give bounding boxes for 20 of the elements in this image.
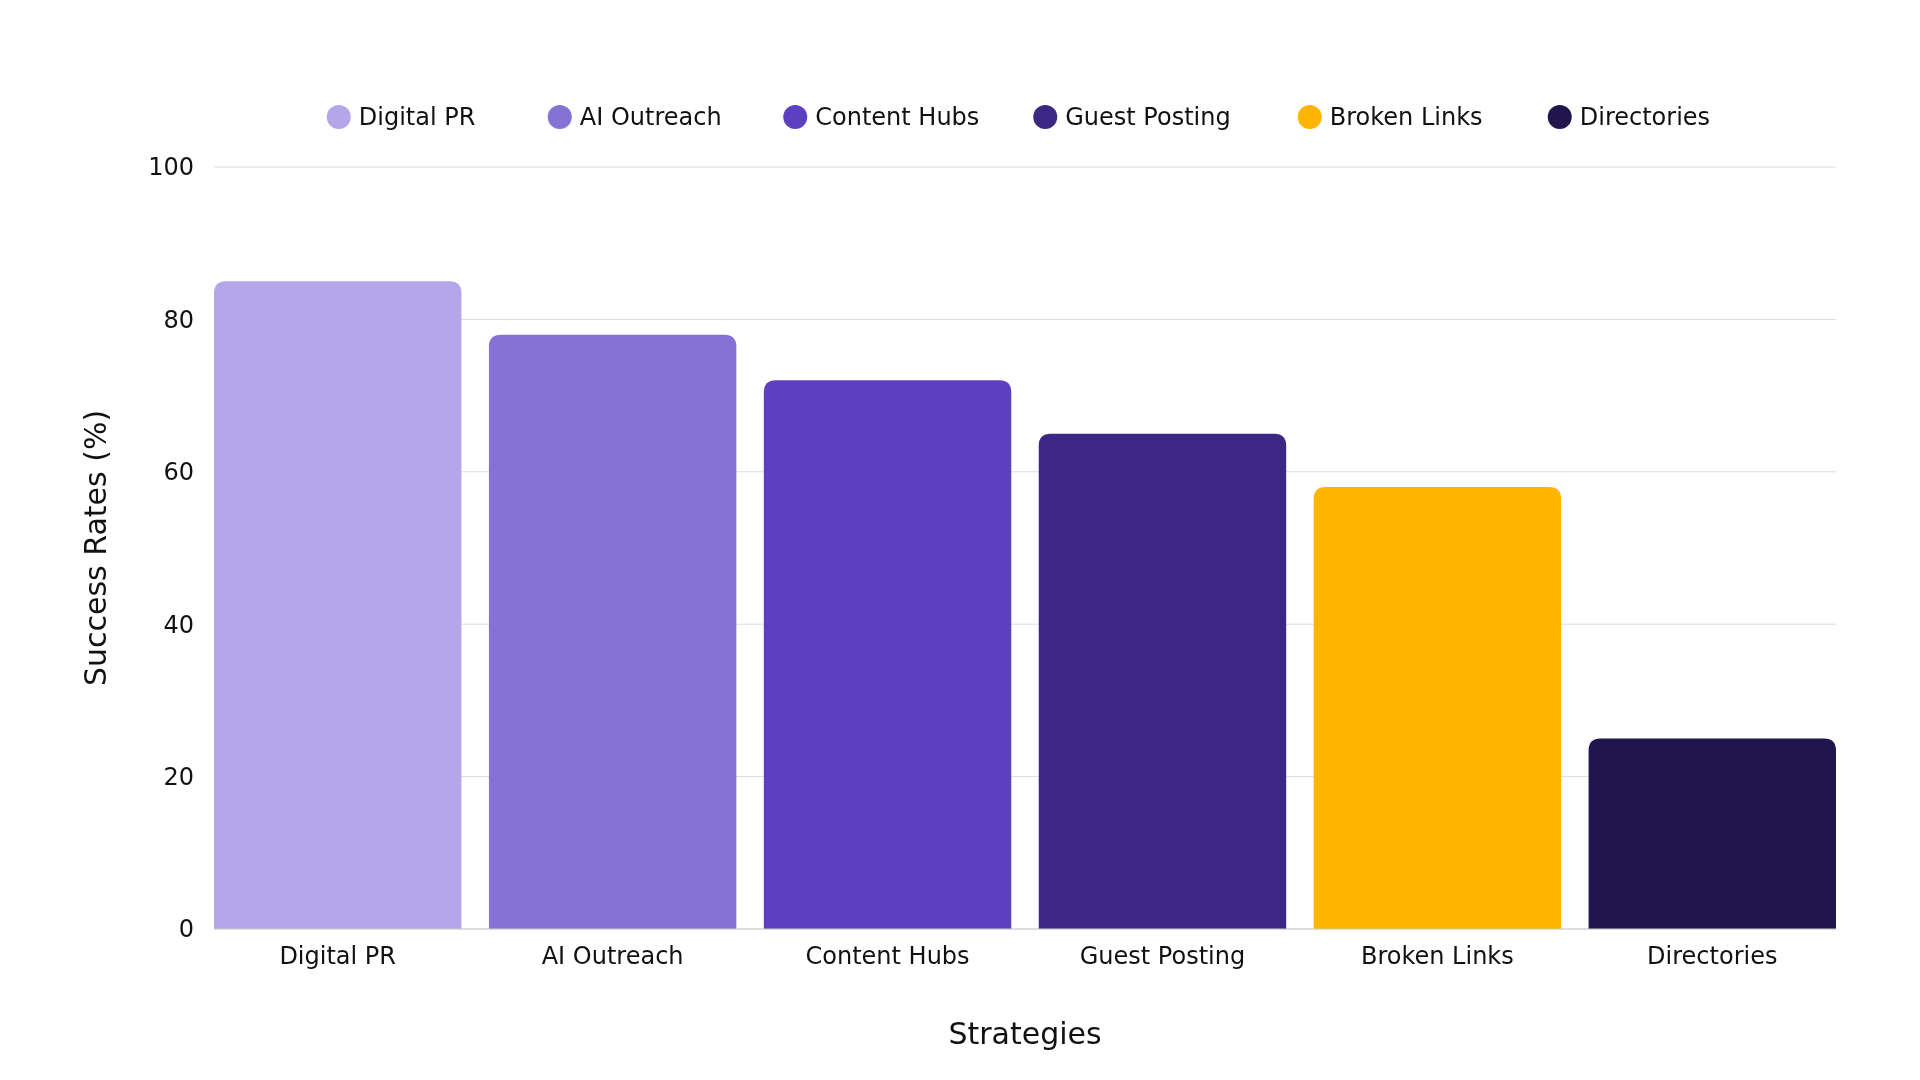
legend-label: Guest Posting [1065, 103, 1231, 132]
y-axis-title: Success Rates (%) [78, 409, 113, 687]
legend-label: AI Outreach [579, 103, 722, 132]
y-tick-label: 80 [163, 305, 194, 334]
legend-label: Directories [1579, 103, 1711, 132]
legend-label: Digital PR [358, 103, 476, 132]
y-tick-label: 0 [178, 915, 194, 944]
y-tick-label: 100 [148, 153, 194, 182]
y-tick-label: 40 [163, 610, 194, 639]
x-tick-label: Digital PR [279, 942, 397, 970]
x-tick-label: Content Hubs [805, 942, 970, 970]
x-axis-title: Strategies [948, 1016, 1102, 1051]
x-tick-label: Guest Posting [1079, 942, 1246, 970]
x-tick-label: Broken Links [1360, 942, 1514, 970]
x-tick-label: Directories [1647, 942, 1778, 970]
y-tick-label: 60 [163, 458, 194, 487]
y-tick-label: 20 [163, 763, 194, 791]
legend-label: Broken Links [1329, 103, 1483, 132]
legend-label: Content Hubs [815, 103, 980, 132]
x-tick-label: AI Outreach [541, 942, 684, 970]
